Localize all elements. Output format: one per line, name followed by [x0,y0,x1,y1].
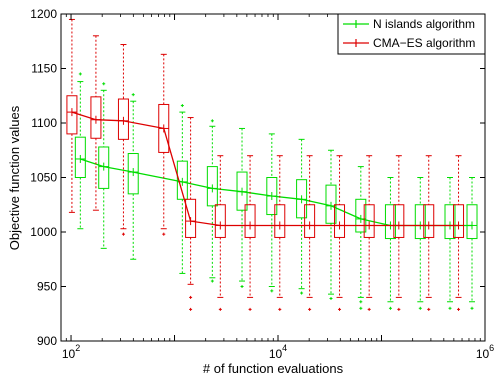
box-n-islands [176,104,188,274]
box-n-islands [206,119,218,283]
y-axis-title: Objective function values [7,105,22,250]
box-iqr [444,204,456,240]
x-tick-exponent: 4 [282,343,287,353]
box-cma-es [393,155,405,311]
legend-box [337,13,486,55]
box-cma-es [66,18,78,213]
box-iqr [363,204,375,238]
box-iqr [176,160,188,200]
box-iqr [274,204,286,238]
box-n-islands [127,93,139,260]
box-iqr [393,204,405,238]
box-iqr [414,204,426,240]
box-iqr [117,98,129,140]
x-tick-base: 10 [62,347,76,361]
box-cma-es [453,155,465,311]
box-iqr [384,204,396,240]
x-tick-exponent: 6 [489,343,494,353]
box-cma-es [158,53,170,236]
box-iqr [304,204,316,238]
y-tick-label: 950 [37,280,57,294]
y-tick-label: 1000 [30,225,57,239]
x-tick-label: 106 [476,343,494,361]
box-n-islands [444,177,456,310]
box-iqr [453,204,465,238]
box-iqr [244,204,256,238]
x-tick-exponent: 2 [75,343,80,353]
x-tick-label: 104 [269,343,287,361]
x-tick-base: 10 [476,347,490,361]
box-iqr [355,198,367,233]
box-iqr [466,204,478,240]
box-n-islands [74,72,86,230]
y-tick-label: 1050 [30,171,57,185]
x-tick-label: 102 [62,343,80,361]
x-axis-title: # of function evaluations [203,361,344,376]
box-cma-es [244,155,256,311]
series-cma-es [66,18,465,311]
y-tick-label: 1200 [30,7,57,21]
legend: N islands algorithm CMA−ES algorithm [337,13,486,55]
legend-label-n-islands: N islands algorithm [373,17,475,31]
legend-label-cma-es: CMA−ES algorithm [373,36,475,50]
box-iqr [185,198,197,238]
box-cma-es [423,155,435,311]
box-iqr [206,166,218,207]
y-tick-label: 1100 [31,116,57,130]
box-iqr [74,136,86,178]
y-tick-label: 1150 [31,62,57,76]
box-iqr [214,204,226,238]
box-iqr [66,95,78,135]
series-layer [66,18,478,311]
median-line-cma-es [71,111,459,227]
box-cma-es [363,155,375,311]
box-n-islands [355,166,367,310]
box-iqr [423,204,435,238]
x-tick-base: 10 [269,347,283,361]
y-tick-label: 900 [37,334,57,348]
box-iqr [334,204,346,238]
box-cma-es [117,44,129,236]
